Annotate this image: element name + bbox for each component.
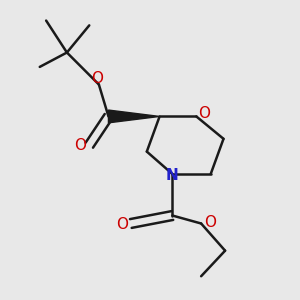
Text: O: O [116,217,128,232]
Polygon shape [109,110,160,123]
Text: O: O [204,215,216,230]
Text: O: O [91,70,103,86]
Text: N: N [166,168,179,183]
Text: O: O [74,138,86,153]
Text: O: O [198,106,210,122]
